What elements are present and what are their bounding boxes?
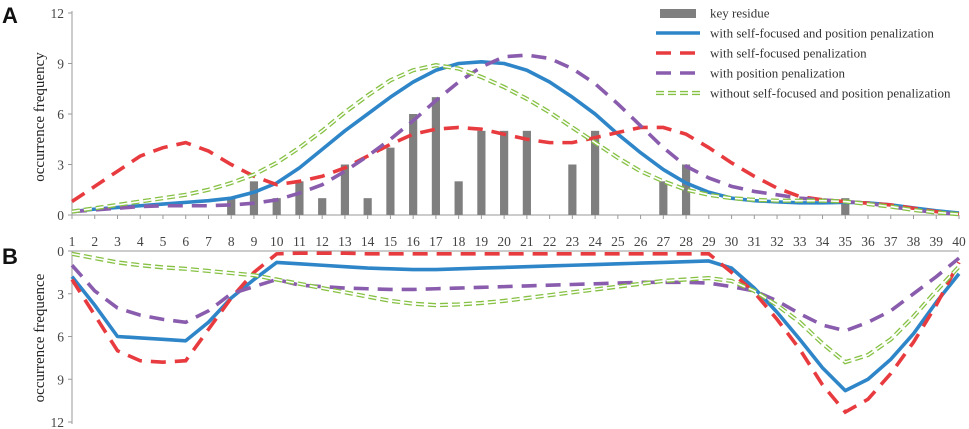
panel-b-ylabel: occurrence frequence [32, 273, 48, 402]
panel-a-series-self-focused-and-position-line [71, 60, 960, 215]
x-tick-label: 18 [452, 234, 466, 249]
x-tick-label: 13 [338, 234, 352, 249]
key-residue-bar [500, 130, 509, 215]
x-tick-label: 30 [725, 234, 739, 249]
x-tick-label: 38 [907, 234, 921, 249]
key-residue-bar [681, 164, 691, 215]
panel-a-series-without-line [71, 63, 960, 217]
panel-b-label: B [2, 244, 18, 269]
legend-item: without self-focused and position penali… [656, 86, 951, 101]
panel-a-ytick-label: 9 [57, 57, 64, 72]
panel-b-ytick-label: 3 [57, 287, 64, 302]
panel-a-label: A [2, 3, 18, 28]
x-tick-label: 16 [406, 234, 420, 249]
legend-item: with position penalization [656, 66, 846, 81]
key-residue-bar [272, 198, 281, 215]
key-residue-bar [522, 130, 531, 215]
key-residue-bar [431, 97, 440, 215]
legend-label: key residue [710, 6, 770, 21]
legend-swatch-key-residue [660, 9, 696, 18]
x-tick-label: 14 [361, 234, 375, 249]
x-tick-label: 27 [657, 234, 671, 249]
panel-a-ytick-label: 0 [57, 208, 64, 223]
x-tick-label: 17 [429, 234, 443, 249]
x-tick-label: 20 [497, 234, 511, 249]
x-tick-label: 32 [770, 234, 784, 249]
legend-item: with self-focused penalization [656, 46, 867, 61]
legend: key residue with self-focused and positio… [656, 6, 951, 101]
key-residue-bar [409, 114, 418, 215]
panel-a-ytick-label: 12 [51, 6, 65, 21]
legend-label: without self-focused and position penali… [710, 86, 951, 101]
x-tick-label: 22 [543, 234, 557, 249]
panel-b-series-without-line [71, 251, 961, 365]
x-axis-ticks: 1 2 3 4 5 6 7 8 9 10 11 12 13 14 15 16 17 18 19 20 21 22 23 24 2… [69, 215, 966, 249]
x-tick-label: 12 [315, 234, 329, 249]
x-tick-label: 39 [930, 234, 944, 249]
panel-b-ytick-label: 9 [57, 372, 64, 387]
panel-a-series-without-line-inner [71, 64, 960, 215]
key-residue-bar [318, 198, 327, 215]
panel-b-series-self-focused-and-position-line [70, 259, 961, 393]
x-tick-label: 21 [520, 234, 534, 249]
panel-a-plot: 0 3 6 9 12 [51, 6, 960, 223]
key-residue-bar [340, 164, 350, 215]
panel-a-ytick-label: 3 [57, 158, 64, 173]
x-tick-label: 31 [748, 234, 762, 249]
key-residue-bar [568, 164, 577, 215]
x-tick-label: 4 [137, 234, 144, 249]
x-tick-label: 34 [816, 234, 830, 249]
key-residue-bar [477, 130, 486, 215]
x-tick-label: 36 [861, 234, 875, 249]
legend-item: key residue [660, 6, 770, 21]
panel-a-ytick-label: 6 [57, 107, 64, 122]
x-tick-label: 15 [384, 234, 398, 249]
key-residue-bar [227, 198, 236, 215]
x-tick-label: 2 [91, 234, 98, 249]
panel-a-ylabel: occurrence frequency [32, 52, 48, 182]
panel-b-series-without-line-inner [71, 253, 960, 364]
x-tick-label: 24 [588, 234, 602, 249]
panel-b-series-self-focused-line [70, 251, 961, 415]
panel-b-plot: 0 3 6 9 12 [51, 244, 961, 429]
x-tick-label: 33 [793, 234, 807, 249]
x-tick-label: 29 [702, 234, 716, 249]
x-tick-label: 40 [952, 234, 966, 249]
x-tick-label: 7 [205, 234, 212, 249]
legend-item: with self-focused and position penalizat… [656, 26, 934, 41]
legend-label: with position penalization [710, 66, 846, 81]
x-tick-label: 25 [611, 234, 625, 249]
x-tick-label: 19 [475, 234, 489, 249]
x-tick-label: 1 [69, 234, 76, 249]
panel-b-ytick-label: 12 [51, 415, 65, 429]
legend-label: with self-focused penalization [710, 46, 867, 61]
x-tick-label: 26 [634, 234, 648, 249]
x-tick-label: 5 [160, 234, 167, 249]
x-tick-label: 11 [293, 234, 306, 249]
x-tick-label: 6 [182, 234, 189, 249]
key-residue-bar [591, 130, 600, 215]
x-tick-label: 8 [228, 234, 235, 249]
key-residue-bar [295, 181, 304, 215]
key-residue-bar [841, 198, 850, 215]
x-tick-label: 3 [114, 234, 121, 249]
key-residue-bar [659, 181, 668, 215]
panel-b-ytick-label: 6 [57, 330, 64, 345]
x-tick-label: 23 [566, 234, 580, 249]
legend-label: with self-focused and position penalizat… [710, 26, 934, 41]
x-tick-label: 9 [251, 234, 258, 249]
x-tick-label: 37 [884, 234, 898, 249]
key-residue-bar [249, 181, 259, 215]
x-tick-label: 28 [679, 234, 693, 249]
key-residue-bar [454, 181, 463, 215]
x-tick-label: 10 [270, 234, 284, 249]
key-residue-bar [386, 147, 395, 215]
x-tick-label: 35 [839, 234, 853, 249]
key-residue-bar [363, 198, 372, 215]
panel-b-ytick-label: 0 [57, 244, 64, 259]
panel-b-series-position-line [70, 256, 961, 333]
